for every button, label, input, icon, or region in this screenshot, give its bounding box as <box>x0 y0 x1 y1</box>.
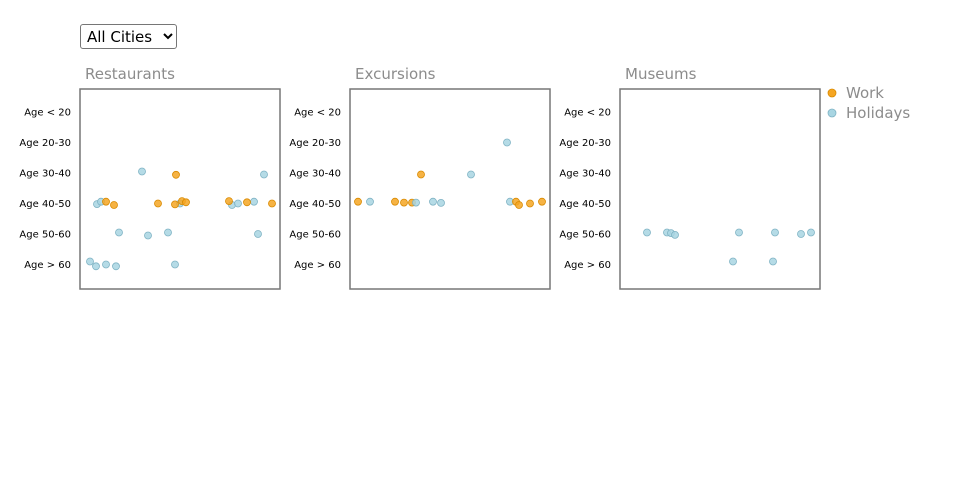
y-tick-label: Age 30-40 <box>19 169 71 180</box>
point-holidays[interactable] <box>112 262 120 271</box>
city-filter-select[interactable]: All Cities <box>80 24 177 49</box>
point-holidays[interactable] <box>643 228 651 237</box>
y-tick-label: Age 50-60 <box>559 230 611 241</box>
point-holidays[interactable] <box>115 228 123 237</box>
y-tick-label: Age 40-50 <box>289 199 341 210</box>
y-tick-label: Age 40-50 <box>19 199 71 210</box>
point-work[interactable] <box>515 201 523 209</box>
point-holidays[interactable] <box>429 197 437 206</box>
point-work[interactable] <box>354 197 362 206</box>
panel-frame <box>349 88 551 290</box>
point-work[interactable] <box>102 197 110 206</box>
point-work[interactable] <box>268 199 276 208</box>
point-holidays[interactable] <box>144 231 152 240</box>
panel-restaurants: Restaurants Age < 20 Age 20-30 Age 30-40 Age… <box>19 65 281 290</box>
legend-label-work: Work <box>846 84 884 102</box>
point-holidays[interactable] <box>735 228 743 237</box>
point-work[interactable] <box>172 170 180 179</box>
point-holidays[interactable] <box>412 198 420 207</box>
panel-frame <box>619 88 821 290</box>
point-holidays[interactable] <box>467 170 475 179</box>
point-holidays[interactable] <box>138 167 146 176</box>
y-tick-label: Age 20-30 <box>19 138 71 149</box>
point-holidays[interactable] <box>807 228 815 237</box>
point-holidays[interactable] <box>86 257 94 266</box>
y-tick-label: Age 20-30 <box>559 138 611 149</box>
point-work[interactable] <box>171 200 179 209</box>
point-holidays[interactable] <box>254 230 262 238</box>
point-holidays[interactable] <box>164 228 172 237</box>
point-holidays[interactable] <box>503 138 511 147</box>
point-work[interactable] <box>182 198 190 207</box>
point-work[interactable] <box>225 197 233 206</box>
point-work[interactable] <box>110 201 118 209</box>
panel-title: Restaurants <box>85 65 175 83</box>
y-tick-label: Age < 20 <box>24 108 71 119</box>
y-tick-label: Age 40-50 <box>559 199 611 210</box>
panel-museums: Museums Age < 20 Age 20-30 Age 30-40 Age 40-… <box>559 65 821 290</box>
point-work[interactable] <box>391 197 399 206</box>
y-tick-label: Age 50-60 <box>289 230 341 241</box>
point-work[interactable] <box>538 197 546 206</box>
point-holidays[interactable] <box>102 260 110 269</box>
point-work[interactable] <box>154 199 162 208</box>
y-tick-label: Age 20-30 <box>289 138 341 149</box>
point-holidays[interactable] <box>729 257 737 266</box>
point-work[interactable] <box>526 199 534 208</box>
y-tick-label: Age < 20 <box>564 108 611 119</box>
point-holidays[interactable] <box>437 198 445 207</box>
point-holidays[interactable] <box>771 228 779 237</box>
point-holidays[interactable] <box>366 197 374 206</box>
y-tick-label: Age 50-60 <box>19 230 71 241</box>
point-holidays[interactable] <box>250 197 258 206</box>
y-tick-label: Age 30-40 <box>289 169 341 180</box>
point-holidays[interactable] <box>234 199 242 208</box>
panel-title: Museums <box>625 65 697 83</box>
point-holidays[interactable] <box>260 170 268 179</box>
y-tick-label: Age 30-40 <box>559 169 611 180</box>
legend-swatch-holidays <box>827 108 837 118</box>
y-tick-label: Age > 60 <box>24 260 71 271</box>
point-holidays[interactable] <box>171 260 179 269</box>
panel-title: Excursions <box>355 65 436 83</box>
y-tick-label: Age < 20 <box>294 108 341 119</box>
legend-swatch-work <box>827 88 837 98</box>
panel-excursions: Excursions Age < 20 Age 20-30 Age 30-40 Age … <box>289 65 551 290</box>
point-holidays[interactable] <box>797 230 805 238</box>
point-work[interactable] <box>417 170 425 179</box>
point-work[interactable] <box>243 198 251 207</box>
panel-frame <box>79 88 281 290</box>
point-holidays[interactable] <box>769 257 777 266</box>
point-work[interactable] <box>400 198 408 207</box>
legend: Work Holidays <box>827 84 910 122</box>
point-holidays[interactable] <box>671 230 679 239</box>
y-tick-label: Age > 60 <box>564 260 611 271</box>
y-tick-label: Age > 60 <box>294 260 341 271</box>
point-holidays[interactable] <box>92 262 100 271</box>
legend-label-holidays: Holidays <box>846 104 910 122</box>
